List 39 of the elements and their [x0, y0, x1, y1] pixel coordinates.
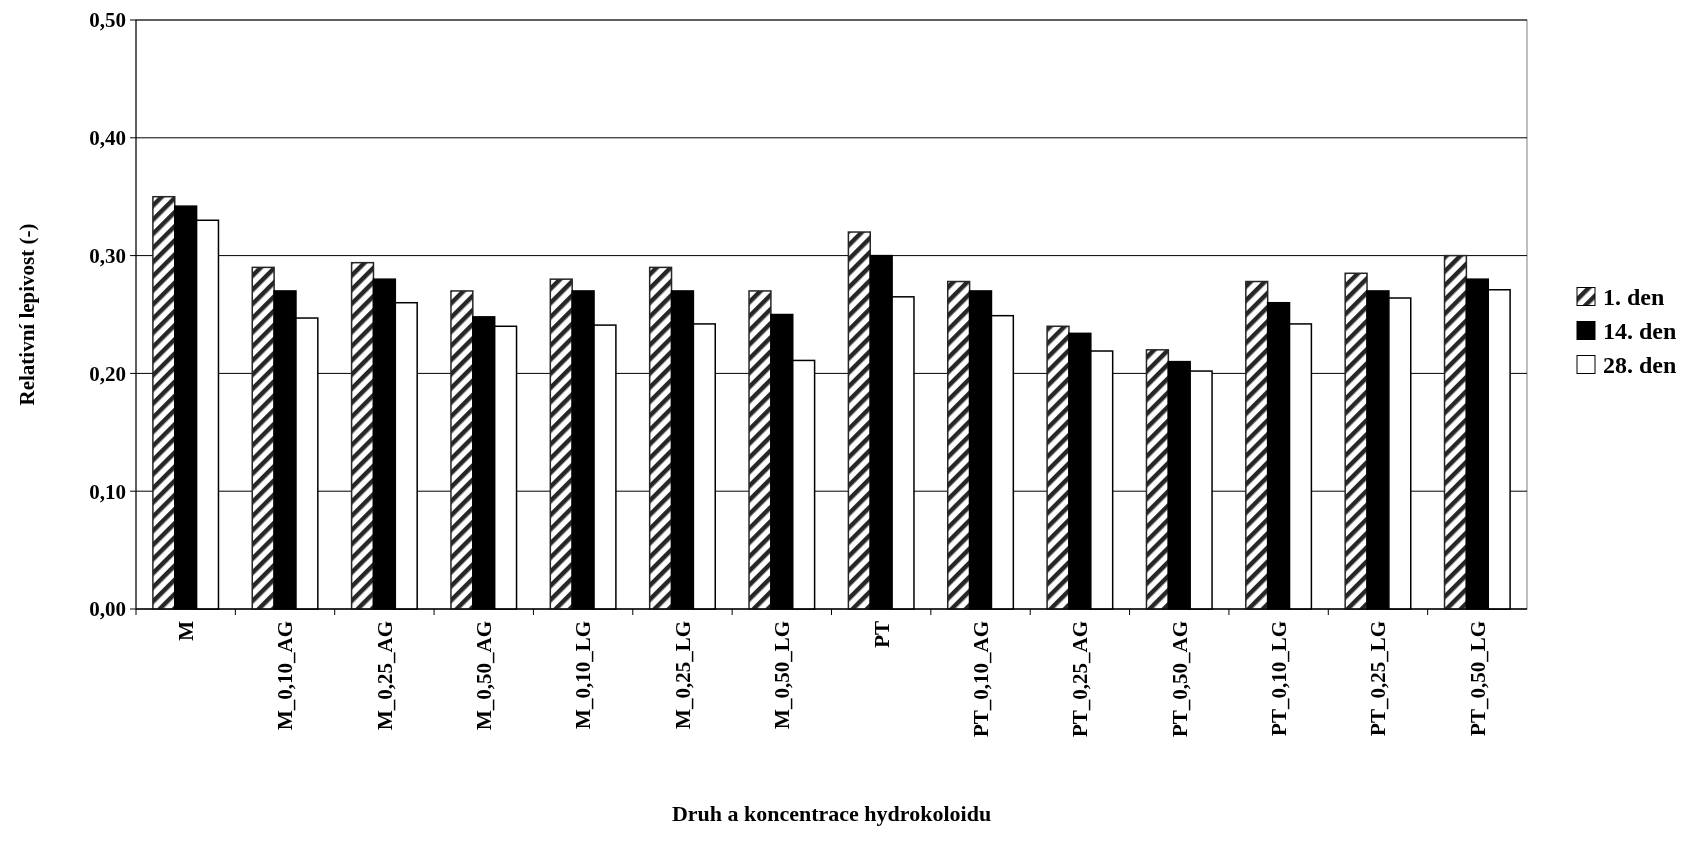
bar [1145, 349, 1170, 610]
x-tick-label: M_0,25_AG [372, 621, 397, 731]
y-tick-label: 0,30 [89, 243, 126, 268]
bar [1344, 272, 1368, 610]
x-tick-label: M_0,50_AG [472, 621, 497, 731]
x-tick-label: M_0,10_LG [571, 621, 596, 729]
bar [648, 266, 673, 610]
x-tick-label: M_0,25_LG [670, 621, 695, 729]
y-tick-label: 0,20 [89, 361, 126, 386]
x-tick-label: PT_0,25_LG [1366, 621, 1391, 736]
x-tick-label: PT_0,10_AG [968, 621, 993, 738]
x-tick-label: M_0,10_AG [273, 621, 298, 731]
x-tick-label: PT [869, 621, 894, 648]
bar [1046, 325, 1070, 610]
y-tick-label: 0,00 [89, 597, 126, 622]
legend-label: 14. den [1603, 317, 1677, 344]
y-tick-label: 0,40 [89, 126, 126, 151]
bar [947, 280, 971, 610]
legend-label: 28. den [1603, 351, 1677, 378]
x-tick-label: M_0,50_LG [770, 621, 795, 729]
bar [549, 278, 573, 610]
y-tick-label: 0,10 [89, 479, 126, 504]
bar [847, 231, 871, 610]
bar [350, 261, 375, 610]
x-tick-label: PT_0,50_LG [1465, 621, 1490, 736]
bar [450, 290, 474, 610]
y-tick-label: 0,50 [89, 8, 126, 33]
x-axis-title: Druh a koncentrace hydrokoloidu [671, 801, 992, 826]
x-tick-label: PT_0,50_AG [1167, 621, 1192, 738]
x-tick-label: M [174, 620, 199, 641]
x-tick-label: PT_0,25_AG [1068, 621, 1093, 738]
bar [1443, 254, 1468, 610]
y-axis-title: Relativní lepivost (-) [15, 223, 39, 406]
bar [748, 290, 772, 610]
bar [152, 195, 176, 610]
legend-label: 1. den [1603, 283, 1665, 310]
x-tick-label: PT_0,10_LG [1266, 621, 1291, 736]
bar [251, 266, 275, 610]
bar [1245, 280, 1269, 610]
